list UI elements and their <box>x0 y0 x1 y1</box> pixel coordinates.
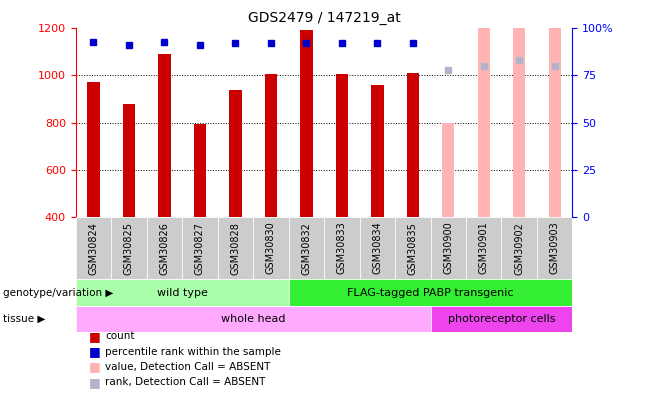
Bar <box>501 217 537 279</box>
Text: GSM30834: GSM30834 <box>372 222 382 275</box>
Bar <box>300 30 313 217</box>
Text: whole head: whole head <box>221 314 286 324</box>
Text: ■: ■ <box>89 345 101 358</box>
Bar <box>407 73 419 217</box>
Text: wild type: wild type <box>157 288 207 298</box>
Text: GSM30826: GSM30826 <box>159 222 169 275</box>
Bar <box>442 122 455 217</box>
Bar <box>395 217 430 279</box>
Text: GSM30902: GSM30902 <box>515 222 524 275</box>
Bar <box>182 217 218 279</box>
Bar <box>537 217 572 279</box>
Bar <box>478 0 490 217</box>
Bar <box>371 85 384 217</box>
Bar <box>88 83 99 217</box>
Text: value, Detection Call = ABSENT: value, Detection Call = ABSENT <box>105 362 270 372</box>
Bar <box>111 217 147 279</box>
Text: GSM30900: GSM30900 <box>443 222 453 275</box>
Bar <box>229 90 241 217</box>
Text: ■: ■ <box>89 376 101 389</box>
Text: GSM30825: GSM30825 <box>124 222 134 275</box>
Bar <box>359 217 395 279</box>
Bar <box>193 124 206 217</box>
Text: GSM30824: GSM30824 <box>88 222 99 275</box>
Bar <box>158 54 170 217</box>
Text: GSM30827: GSM30827 <box>195 222 205 275</box>
Text: FLAG-tagged PABP transgenic: FLAG-tagged PABP transgenic <box>347 288 514 298</box>
Bar <box>253 217 289 279</box>
Bar <box>289 279 572 306</box>
Text: ■: ■ <box>89 330 101 343</box>
Bar <box>122 104 135 217</box>
Bar <box>76 217 111 279</box>
Title: GDS2479 / 147219_at: GDS2479 / 147219_at <box>247 11 401 25</box>
Bar <box>265 74 277 217</box>
Bar <box>218 217 253 279</box>
Text: genotype/variation ▶: genotype/variation ▶ <box>3 288 114 298</box>
Text: count: count <box>105 331 135 341</box>
Bar <box>430 217 466 279</box>
Text: GSM30828: GSM30828 <box>230 222 240 275</box>
Text: GSM30835: GSM30835 <box>408 222 418 275</box>
Text: photoreceptor cells: photoreceptor cells <box>447 314 555 324</box>
Bar <box>324 217 359 279</box>
Text: GSM30832: GSM30832 <box>301 222 311 275</box>
Bar <box>147 217 182 279</box>
Text: percentile rank within the sample: percentile rank within the sample <box>105 347 281 356</box>
Bar <box>289 217 324 279</box>
Text: rank, Detection Call = ABSENT: rank, Detection Call = ABSENT <box>105 377 266 387</box>
Bar <box>76 279 289 306</box>
Text: GSM30833: GSM30833 <box>337 222 347 275</box>
Text: tissue ▶: tissue ▶ <box>3 314 45 324</box>
Bar <box>549 0 561 217</box>
Text: GSM30903: GSM30903 <box>549 222 560 275</box>
Text: GSM30901: GSM30901 <box>479 222 489 275</box>
Text: ■: ■ <box>89 360 101 373</box>
Bar <box>430 306 572 332</box>
Bar <box>76 306 430 332</box>
Bar <box>336 74 348 217</box>
Text: GSM30830: GSM30830 <box>266 222 276 275</box>
Bar <box>513 0 526 217</box>
Bar <box>466 217 501 279</box>
